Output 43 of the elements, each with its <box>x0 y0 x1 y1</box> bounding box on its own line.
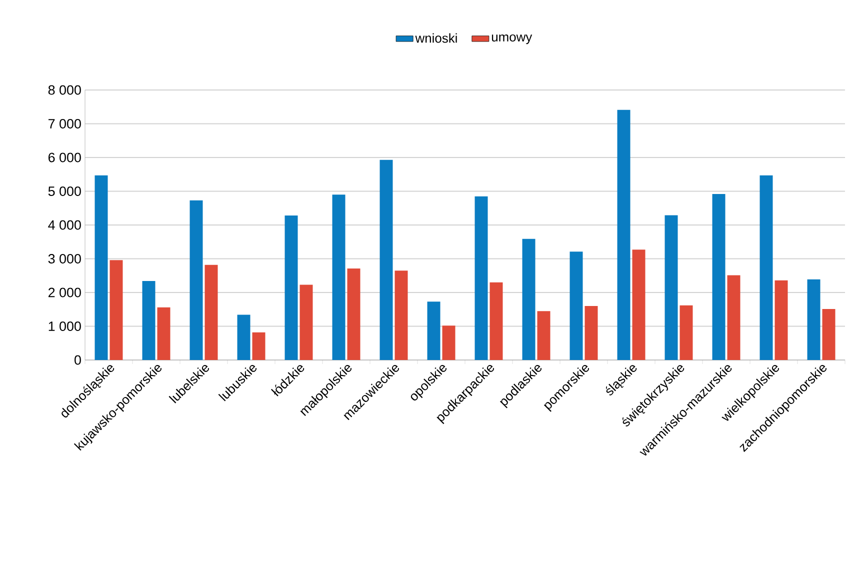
bar <box>252 332 266 360</box>
bar <box>617 110 630 360</box>
bar <box>237 314 250 360</box>
bar <box>380 160 393 360</box>
bar <box>110 260 123 360</box>
bar <box>807 279 820 360</box>
bar <box>94 175 108 360</box>
bar <box>474 196 488 360</box>
bar <box>727 275 740 360</box>
y-tick-label: 5 000 <box>48 186 81 196</box>
bar <box>774 280 788 360</box>
y-tick-label: 7 000 <box>48 118 81 129</box>
legend-label: umowy <box>492 34 532 44</box>
y-tick-label: 6 000 <box>48 152 81 162</box>
bar <box>442 326 456 360</box>
bar <box>190 200 203 360</box>
y-tick-label: 4 000 <box>48 220 81 230</box>
bar <box>537 311 550 360</box>
y-tick-label: 1 000 <box>48 321 81 332</box>
bar <box>332 194 346 360</box>
bar <box>142 281 156 360</box>
y-tick-label: 2 000 <box>48 288 81 298</box>
bar <box>664 215 678 360</box>
bar <box>712 194 726 360</box>
bar <box>522 238 536 360</box>
bar <box>490 282 503 360</box>
bar <box>427 302 440 360</box>
y-tick-label: 3 000 <box>48 254 81 264</box>
y-tick-label: 0 <box>74 355 81 365</box>
bar <box>347 268 360 360</box>
legend-label: wnioski <box>415 33 457 43</box>
bar <box>570 252 583 360</box>
bar <box>760 175 773 360</box>
bar <box>680 305 693 360</box>
bar <box>394 270 408 360</box>
bar <box>157 307 170 360</box>
bar <box>204 264 218 360</box>
bar <box>822 309 836 360</box>
y-tick-label: 8 000 <box>48 85 81 95</box>
bar <box>300 284 313 360</box>
bar <box>584 306 598 360</box>
bar <box>284 216 298 360</box>
bar <box>632 250 646 360</box>
